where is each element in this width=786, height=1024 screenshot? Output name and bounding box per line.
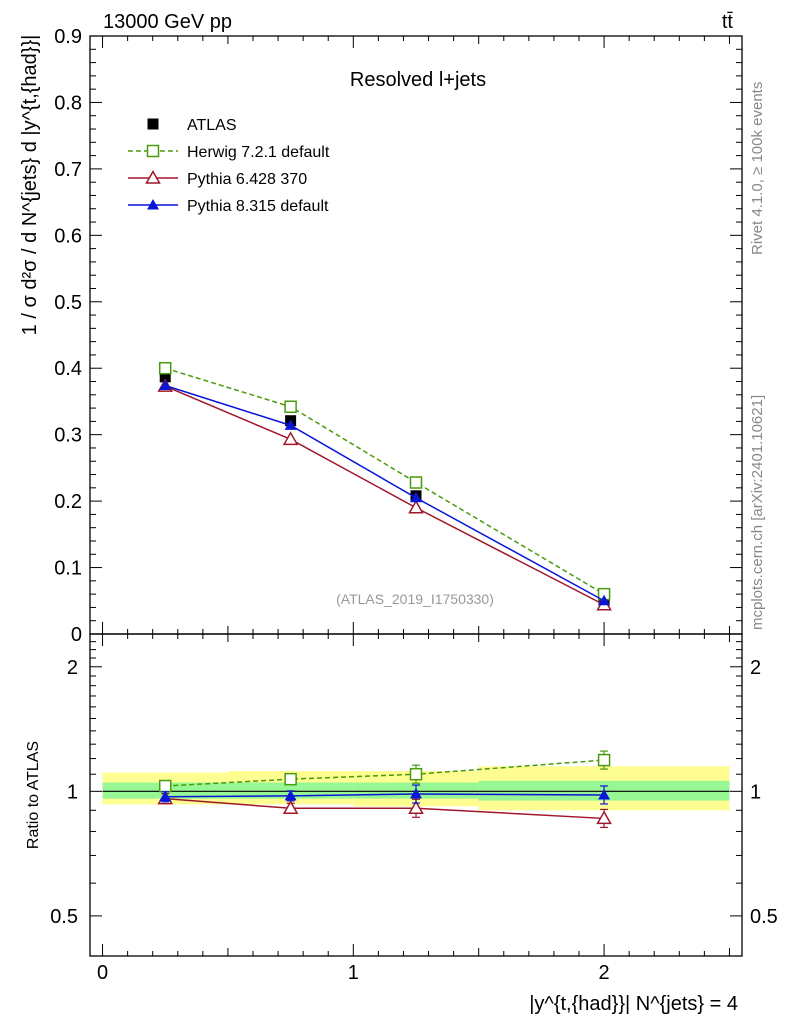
x-axis-title: |y^{t,{had}}| N^{jets} = 4 <box>529 993 738 1015</box>
legend-marker <box>145 169 161 184</box>
legend-entry: ATLAS <box>187 117 237 134</box>
ratio-tick-label-left: 2 <box>67 657 78 679</box>
chart-title: Resolved l+jets <box>350 69 486 91</box>
analysis-watermark: (ATLAS_2019_I1750330) <box>336 591 494 607</box>
ratio-series-line <box>165 793 605 798</box>
ratio-y-axis-title: Ratio to ATLAS <box>25 741 42 849</box>
ratio-tick-label-right: 2 <box>750 657 761 679</box>
series-line <box>165 367 605 595</box>
ratio-tick-label-right: 1 <box>750 781 761 803</box>
data-point <box>408 499 424 514</box>
legend-entry: Herwig 7.2.1 default <box>187 144 330 161</box>
data-point <box>284 419 297 430</box>
legend: ATLAS Herwig 7.2.1 default Pythia 6.428 37… <box>128 117 330 215</box>
data-point <box>282 431 299 446</box>
series-line <box>165 384 605 602</box>
x-axis-ticks: 0 1 2 <box>97 962 610 984</box>
x-tick-label: 0 <box>97 962 108 984</box>
y-tick-label: 0.4 <box>54 358 82 380</box>
ratio-series <box>157 750 612 829</box>
data-point <box>159 379 172 390</box>
x-tick-label: 1 <box>348 962 359 984</box>
ratio-point <box>284 789 297 801</box>
y-tick-label: 0.3 <box>54 425 82 447</box>
data-point <box>159 371 171 383</box>
ratio-tick-label-right: 0.5 <box>750 906 778 928</box>
data-point <box>598 594 611 606</box>
legend-marker <box>146 144 160 158</box>
ratio-point <box>282 800 299 815</box>
ratio-point <box>159 790 172 802</box>
y-tick-label: 0.7 <box>54 159 82 181</box>
ratio-point <box>596 810 612 825</box>
ratio-point <box>409 767 423 781</box>
ratio-tick-label-left: 1 <box>67 781 78 803</box>
y-tick-label: 0.5 <box>54 292 82 314</box>
y-tick-label: 0.2 <box>54 491 82 513</box>
rivet-label: Rivet 4.1.0, ≥ 100k events <box>749 82 766 255</box>
series-line <box>164 385 605 606</box>
ratio-uncertainty-bands <box>102 766 730 811</box>
ratio-plot-frame <box>89 633 743 957</box>
ratio-point <box>598 788 611 800</box>
process-label: tt̄ <box>722 11 734 33</box>
ratio-point <box>284 772 297 786</box>
mcplots-label: mcplots.cern.ch [arXiv:2401.10621] <box>749 395 766 630</box>
legend-marker <box>147 199 159 210</box>
y-tick-label: 0.9 <box>54 26 82 48</box>
energy-label: 13000 GeV pp <box>103 11 232 33</box>
ratio-axis-ticks: 0.5 0.5 1 1 2 2 <box>50 634 778 956</box>
ratio-point <box>408 800 424 815</box>
data-point <box>284 400 297 414</box>
legend-entry: Pythia 8.315 default <box>187 198 329 215</box>
y-tick-label: 0.1 <box>54 558 82 580</box>
main-panel: 0 0.1 0.2 0.3 0.4 0.5 0.6 0.7 0.8 0.9 Resolved l+… <box>19 26 743 646</box>
data-point <box>410 491 422 503</box>
y-tick-label: 0 <box>71 624 82 646</box>
ratio-panel: 0.5 0.5 1 1 2 2 Ratio to ATLAS <box>25 633 778 957</box>
ratio-tick-label-left: 0.5 <box>50 906 78 928</box>
ratio-series-line <box>165 797 605 820</box>
ratio-point <box>410 788 422 799</box>
ratio-point <box>158 779 172 793</box>
main-series <box>157 361 612 611</box>
data-point <box>409 476 423 489</box>
legend-marker <box>147 118 159 130</box>
ratio-point <box>597 753 611 767</box>
x-tick-label: 2 <box>599 962 610 984</box>
main-y-axis-title: 1 / σ d²σ / d N^{jets} d |y^{t,{had}}| <box>19 35 41 336</box>
legend-entry: Pythia 6.428 370 <box>187 171 307 188</box>
y-tick-label: 0.6 <box>54 225 82 247</box>
main-axis-ticks: 0 0.1 0.2 0.3 0.4 0.5 0.6 0.7 0.8 0.9 <box>54 26 742 646</box>
data-point <box>158 361 172 375</box>
y-tick-label: 0.8 <box>54 92 82 114</box>
ratio-series-line <box>165 759 605 787</box>
